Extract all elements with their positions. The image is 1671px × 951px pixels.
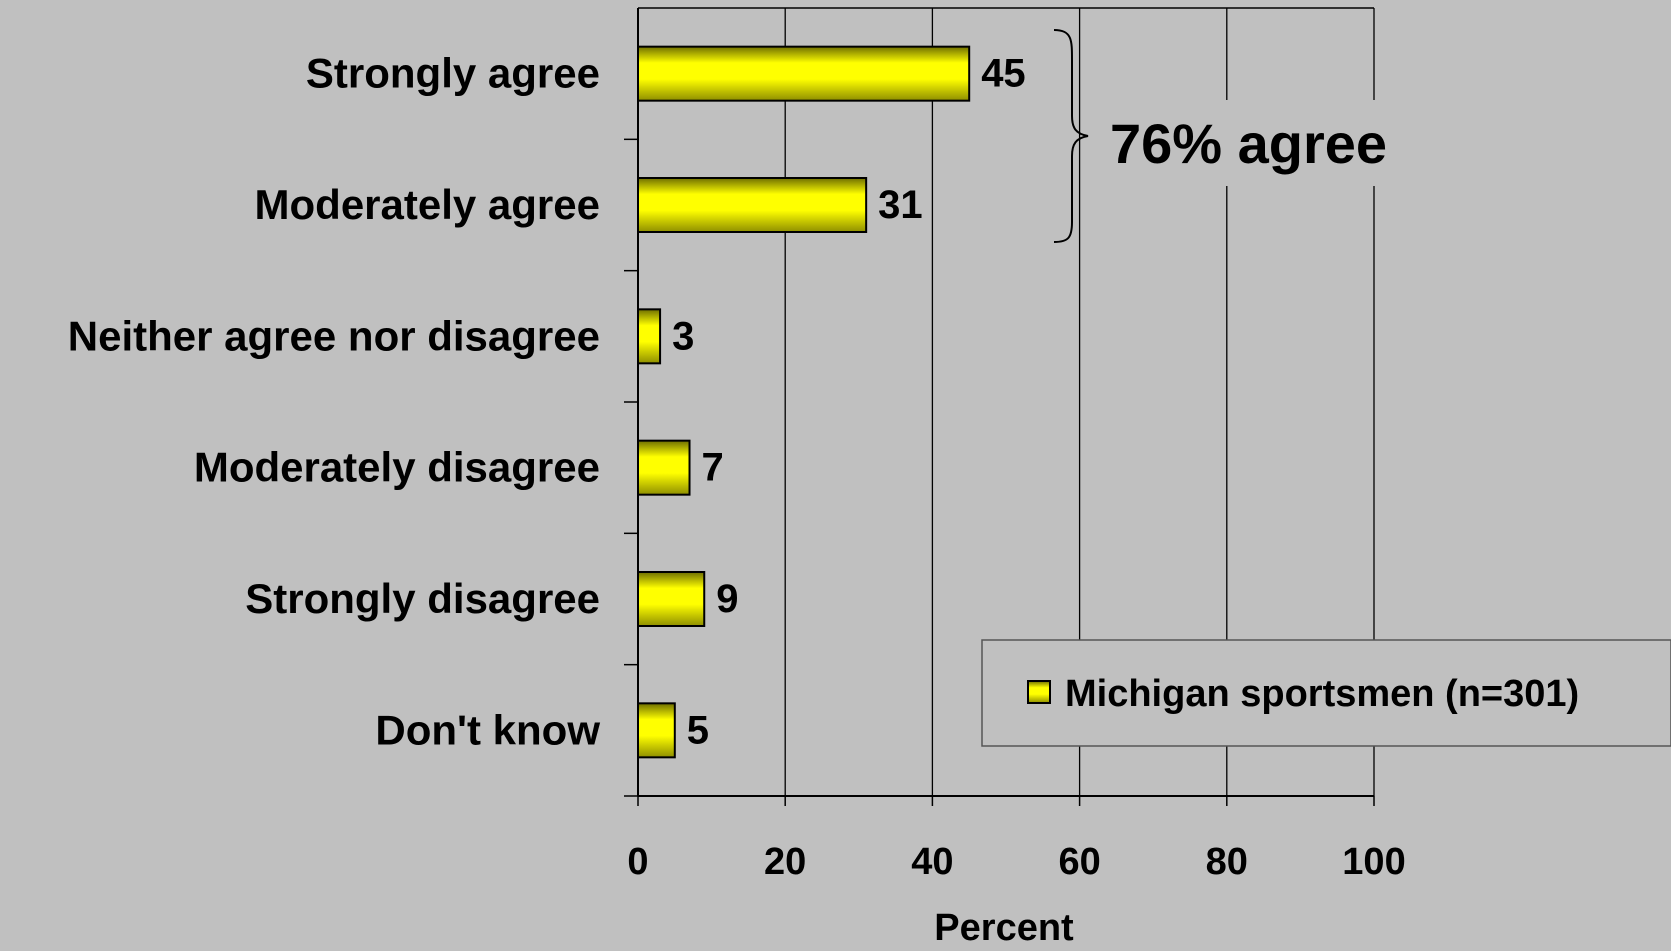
category-labels: Strongly agree Moderately agree Neither ag… [68, 50, 601, 754]
category-label: Strongly disagree [245, 575, 600, 622]
x-tick-label: 100 [1342, 841, 1405, 883]
x-tick-label: 40 [911, 841, 953, 883]
legend: Michigan sportsmen (n=301) [981, 639, 1671, 747]
legend-box [981, 639, 1671, 747]
bar [637, 702, 676, 759]
x-tick-label: 0 [627, 841, 648, 883]
data-label: 31 [878, 183, 923, 227]
x-axis-title: Percent [934, 907, 1074, 946]
category-label: Neither agree nor disagree [68, 312, 600, 359]
legend-label: Michigan sportsmen (n=301) [1065, 673, 1579, 715]
axes [624, 7, 1375, 806]
category-label: Don't know [375, 706, 600, 753]
legend-swatch [1027, 680, 1051, 704]
x-tick-label: 80 [1206, 841, 1248, 883]
bar [637, 177, 868, 233]
annotation-bg [1102, 100, 1402, 186]
agree-annotation: 76% agree [1053, 29, 1402, 243]
data-label: 7 [702, 446, 724, 490]
x-tick-label: 20 [764, 841, 806, 883]
category-label: Strongly agree [306, 50, 600, 97]
x-tick-label: 60 [1058, 841, 1100, 883]
category-label: Moderately disagree [194, 444, 600, 491]
annotation-text: 76% agree [1110, 112, 1387, 175]
data-label: 9 [716, 577, 738, 621]
category-label: Moderately agree [255, 181, 600, 228]
agree-brace [1053, 29, 1089, 243]
bars [637, 45, 971, 759]
x-tick-labels: 0 20 40 60 80 100 [627, 841, 1405, 883]
bar [637, 45, 971, 102]
bar [637, 308, 662, 365]
bar [637, 571, 706, 627]
data-label: 5 [687, 708, 709, 752]
data-label: 45 [981, 52, 1025, 96]
data-label: 3 [672, 314, 694, 358]
value-labels: 45 31 3 7 9 5 [672, 52, 1026, 753]
bar [637, 439, 691, 496]
